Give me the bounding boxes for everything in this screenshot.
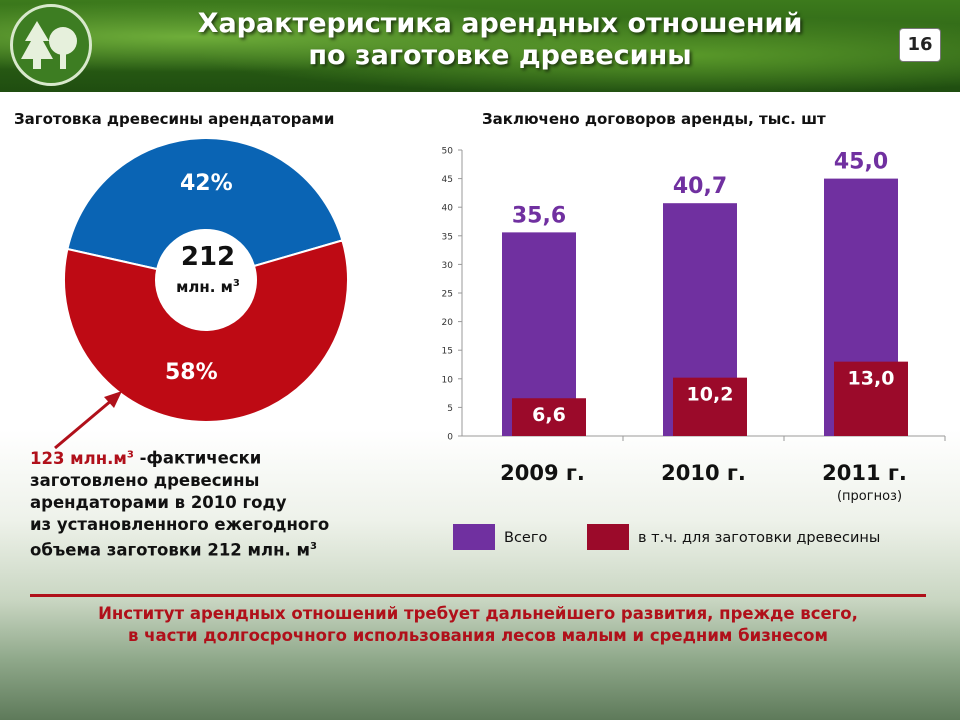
bar-total-label: 40,7 <box>673 174 727 199</box>
donut-center-unit: млн. м3 <box>160 278 256 296</box>
y-tick-label: 35 <box>442 232 453 242</box>
legend-label-harvest: в т.ч. для заготовки древесины <box>638 530 880 546</box>
note-line-1-rest: -фактически <box>133 448 262 468</box>
y-tick-label: 45 <box>442 175 453 185</box>
y-tick-label: 0 <box>447 433 453 443</box>
bar-total-label: 35,6 <box>512 203 566 228</box>
note-line-5-text: объема заготовки 212 млн. м <box>30 540 310 559</box>
conclusion-text: Институт арендных отношений требует даль… <box>30 603 926 647</box>
legend-swatch-total <box>453 524 495 550</box>
legend-swatch-harvest <box>587 524 629 550</box>
note-line-4: из установленного ежегодного <box>30 514 330 534</box>
legend-label-total: Всего <box>504 530 547 546</box>
note-line-5: объема заготовки 212 млн. м3 <box>30 536 410 562</box>
divider-line <box>30 594 926 597</box>
logo-icon <box>10 4 92 86</box>
bar-harvest-label: 13,0 <box>848 368 895 390</box>
x-category-label: 2010 г. <box>661 461 746 485</box>
header-banner: Характеристика арендных отношений по заг… <box>0 0 960 92</box>
bar-harvest <box>512 398 586 436</box>
y-tick-label: 15 <box>442 347 453 357</box>
donut-slice-0 <box>66 137 344 271</box>
bar-harvest-label: 6,6 <box>532 404 566 426</box>
title-line-2: по заготовке древесины <box>308 40 692 71</box>
x-category-label: 2011 г. <box>822 461 907 485</box>
y-tick-label: 30 <box>442 261 454 271</box>
donut-center-unit-text: млн. м <box>176 278 233 296</box>
y-tick-label: 40 <box>442 204 454 214</box>
y-tick-label: 10 <box>442 375 454 385</box>
slice-label-blue: 42% <box>180 171 233 196</box>
note-highlight: 123 млн.м3 <box>30 449 134 468</box>
donut-slice-1 <box>63 239 349 423</box>
note-highlight-text: 123 млн.м <box>30 448 127 468</box>
page-title: Характеристика арендных отношений по заг… <box>110 8 890 72</box>
note-highlight-sup: 3 <box>126 449 134 460</box>
x-category-label: 2009 г. <box>500 461 585 485</box>
note-line-3: арендаторами в 2010 году <box>30 492 287 512</box>
bar-harvest <box>673 377 747 436</box>
donut-center-value: 212 <box>180 242 236 272</box>
donut-center-unit-sup: 3 <box>232 278 240 289</box>
y-tick-label: 25 <box>442 290 453 300</box>
slice-label-red: 58% <box>165 360 218 385</box>
bar-chart-title: Заключено договоров аренды, тыс. шт <box>482 110 826 128</box>
y-tick-label: 5 <box>447 404 453 414</box>
title-line-1: Характеристика арендных отношений <box>197 8 803 39</box>
bar-total-label: 45,0 <box>834 150 888 175</box>
bar-harvest-label: 10,2 <box>687 384 734 406</box>
slide-number: 16 <box>899 28 941 62</box>
note-line-5-sup: 3 <box>310 540 317 552</box>
x-category-note: (прогноз) <box>837 489 902 504</box>
harvest-note: 123 млн.м3 -фактически заготовлено древе… <box>30 444 410 561</box>
note-line-1: 123 млн.м3 -фактически <box>30 444 410 470</box>
bar-harvest <box>834 361 908 436</box>
conclusion-line-1: Институт арендных отношений требует даль… <box>98 604 858 623</box>
pie-chart-title: Заготовка древесины арендаторами <box>14 110 335 128</box>
note-line-2: заготовлено древесины <box>30 470 260 490</box>
y-tick-label: 50 <box>442 147 454 157</box>
conclusion-line-2: в части долгосрочного использования лесо… <box>128 626 828 645</box>
y-tick-label: 20 <box>442 318 454 328</box>
